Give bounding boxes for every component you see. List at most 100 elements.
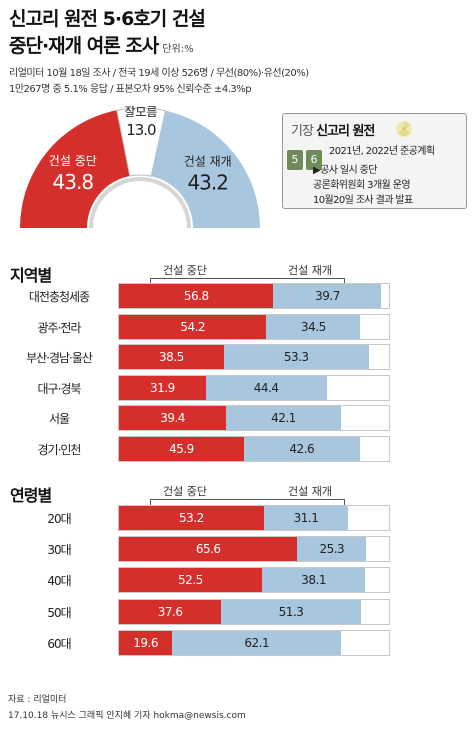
bar-stop — [119, 630, 173, 655]
radiation-icon — [396, 121, 412, 137]
gauge-value-stop: 43.8 — [53, 170, 94, 194]
bar-stop-value: 37.6 — [157, 604, 183, 619]
bar-track: 38.5 53.3 — [118, 344, 390, 371]
gauge-segment-stop — [20, 110, 130, 228]
age-legend: 건설 중단 건설 재개 — [0, 483, 476, 505]
survey-info-line1: 리얼미터 10월 18일 조사 / 전국 19세 이상 526명 / 무선(80… — [9, 68, 309, 79]
bar-stop-value: 38.5 — [159, 350, 184, 365]
region-legend-resume: 건설 재개 — [288, 264, 332, 277]
bar-track: 45.9 42.6 — [118, 436, 390, 462]
bar-resume-value: 51.3 — [278, 604, 304, 619]
bar-stop — [119, 437, 244, 461]
category-label: 대전충청세종 — [28, 290, 90, 304]
gauge-value-resume: 43.2 — [187, 170, 228, 194]
bar-resume — [223, 345, 369, 370]
info-line-3: 공론화위원회 3개월 운영 — [313, 180, 411, 191]
bar-resume — [263, 506, 349, 530]
bar-stop-value: 65.6 — [195, 542, 221, 557]
bar-resume — [205, 375, 327, 400]
bar-resume — [261, 568, 366, 593]
bar-resume-value: 42.1 — [271, 411, 296, 426]
bar-stop-value: 56.8 — [183, 289, 209, 303]
region-legend: 건설 중단 건설 재개 — [0, 262, 476, 284]
bar-stop-value: 31.9 — [150, 380, 175, 395]
region-chart: 대전충청세종 56.8 39.7 광주·전라 54.2 34.5 부산·경남·울산 38.5 5… — [0, 283, 476, 468]
bar-resume — [221, 599, 361, 624]
age-legend-stop: 건설 중단 — [163, 485, 207, 498]
bar-stop — [119, 406, 227, 431]
bar-stop-value: 39.4 — [160, 411, 185, 426]
age-section-title: 연령별 — [10, 486, 52, 505]
gauge-segment-resume — [151, 110, 260, 228]
region-section-title: 지역별 — [10, 266, 52, 285]
category-label: 30대 — [47, 543, 71, 558]
bar-track: 31.9 44.4 — [118, 374, 390, 401]
age-chart: 20대 53.2 31.1 30대 65.6 25.3 40대 52.5 38.1 50대 37.6… — [0, 505, 476, 665]
credit-text: 17.10.18 뉴시스 그래픽 안지혜 기자 hokma@newsis.com — [8, 711, 246, 721]
info-box-title-prefix: 기장 — [291, 124, 314, 139]
region-legend-stop: 건설 중단 — [163, 264, 207, 277]
source-text: 자료 : 리얼미터 — [8, 695, 67, 705]
bar-track: 56.8 39.7 — [118, 283, 390, 309]
gauge-inner-ring — [89, 177, 191, 229]
bar-resume — [297, 537, 367, 562]
bar-resume-value: 44.4 — [253, 380, 279, 395]
bar-stop — [119, 506, 264, 530]
bar-resume-value: 39.7 — [315, 289, 340, 303]
unit-5-icon: 5 — [287, 150, 303, 170]
bar-stop — [119, 314, 267, 339]
subtitle-text: 중단·재개 여론 조사 — [9, 35, 159, 57]
info-line-4: 10월20일 조사 결과 발표 — [313, 195, 413, 206]
gauge-label-unsure: 잘모름 — [124, 105, 157, 119]
survey-info-line2: 1만267명 중 5.1% 응답 / 표본오차 95% 신뢰수준 ±4.3%p — [9, 84, 252, 95]
category-label: 50대 — [47, 605, 71, 620]
bar-resume — [172, 630, 342, 655]
info-line-1: 2021년, 2022년 준공계획 — [329, 146, 435, 157]
bar-resume-value: 62.1 — [244, 635, 270, 650]
chart-subtitle: 중단·재개 여론 조사 단위:% — [9, 31, 194, 58]
category-label: 대구·경북 — [37, 381, 82, 396]
bar-stop-value: 52.5 — [178, 573, 203, 588]
bar-stop-value: 19.6 — [133, 635, 158, 650]
gauge-label-resume: 건설 재개 — [184, 154, 232, 168]
bar-stop — [119, 599, 222, 624]
info-line-2: ▶공사 일시 중단 — [313, 165, 377, 176]
category-label: 경기·인천 — [37, 443, 82, 457]
bar-stop — [119, 345, 224, 370]
info-box-title: 기장 신고리 원전 — [291, 120, 375, 139]
gauge-value-unsure: 13.0 — [126, 121, 156, 139]
gauge-segment-unsure — [116, 107, 167, 177]
category-label: 부산·경남·울산 — [26, 351, 93, 366]
bar-stop — [119, 568, 262, 593]
chart-title: 신고리 원전 5·6호기 건설 — [9, 8, 206, 30]
category-label: 60대 — [47, 636, 71, 651]
info-box: 기장 신고리 원전 5 6 2021년, 2022년 준공계획 ▶공사 일시 중… — [282, 113, 467, 209]
bar-resume-value: 53.3 — [283, 350, 309, 365]
bar-stop — [119, 537, 298, 562]
bar-track: 39.4 42.1 — [118, 405, 390, 432]
overall-gauge-chart: 건설 중단 43.8 잘모름 13.0 건설 재개 43.2 — [20, 105, 260, 229]
bar-resume-value: 38.1 — [301, 573, 326, 588]
bar-track: 37.6 51.3 — [118, 598, 390, 625]
bar-resume — [226, 406, 341, 431]
bar-track: 65.6 25.3 — [118, 536, 390, 563]
unit-label: 단위:% — [162, 44, 194, 55]
bar-track: 52.5 38.1 — [118, 567, 390, 594]
bar-resume — [243, 437, 360, 461]
bar-resume-value: 31.1 — [293, 511, 319, 525]
bar-resume-value: 42.6 — [289, 442, 315, 456]
category-label: 40대 — [47, 574, 71, 589]
bar-resume-value: 25.3 — [319, 542, 345, 557]
bar-resume-value: 34.5 — [300, 319, 326, 334]
bar-resume — [273, 284, 382, 308]
unit-6-icon: 6 — [306, 150, 322, 170]
category-label: 서울 — [48, 412, 70, 427]
bar-stop — [119, 284, 274, 308]
category-label: 광주·전라 — [37, 320, 82, 335]
category-label: 20대 — [47, 512, 71, 526]
age-legend-resume: 건설 재개 — [288, 485, 332, 498]
bar-track: 19.6 62.1 — [118, 629, 390, 656]
bar-stop-value: 53.2 — [178, 511, 204, 525]
bar-resume — [266, 314, 361, 339]
bar-stop — [119, 375, 206, 400]
